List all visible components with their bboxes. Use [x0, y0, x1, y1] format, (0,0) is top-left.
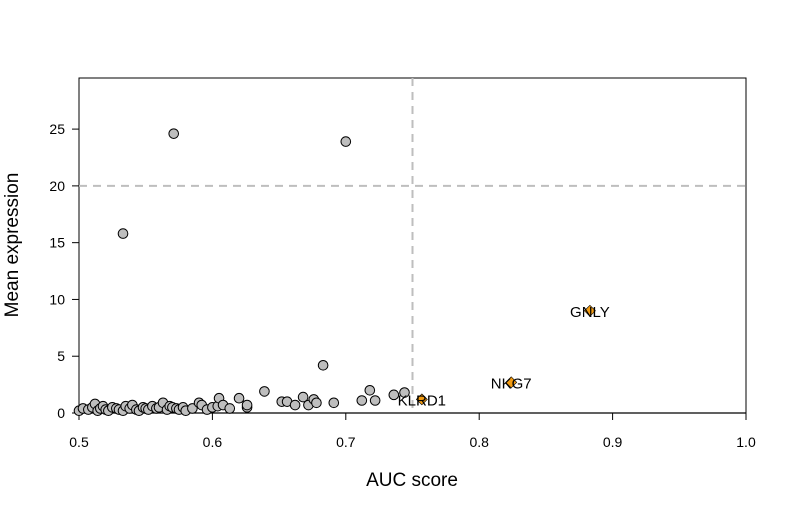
data-point [369, 395, 381, 406]
data-point [297, 391, 309, 403]
y-tick-label: 20 [49, 178, 65, 194]
x-tick-label: 0.6 [203, 434, 223, 450]
y-tick-label: 0 [57, 405, 65, 421]
highlight-point [415, 393, 428, 406]
y-tick-label: 10 [49, 291, 65, 307]
y-axis-title: Mean expression [2, 173, 23, 318]
data-point [311, 397, 322, 409]
data-point [328, 397, 340, 409]
x-tick-label: 0.9 [603, 434, 623, 450]
data-point [340, 136, 352, 147]
data-point [289, 399, 301, 411]
y-tick-label: 15 [49, 235, 65, 251]
data-point [241, 399, 253, 411]
data-point [364, 384, 376, 396]
data-point [388, 389, 400, 401]
x-tick-label: 0.8 [469, 434, 489, 450]
data-point [224, 403, 236, 414]
y-axis: 0 5 10 15 20 25 [49, 121, 79, 421]
data-point [259, 386, 270, 397]
x-axis: 0.5 0.6 0.7 0.8 0.9 1.0 [69, 412, 756, 450]
data-point [233, 392, 245, 404]
point-label: NKG7 [491, 375, 532, 392]
highlight-point [505, 376, 518, 389]
x-tick-label: 1.0 [736, 434, 756, 450]
point-label: GNLY [570, 304, 610, 321]
data-point [168, 128, 180, 139]
threshold-lines [79, 78, 746, 413]
data-point [356, 395, 368, 406]
data-point [317, 360, 329, 371]
x-tick-label: 0.5 [69, 434, 89, 450]
x-axis-title: AUC score [366, 470, 458, 491]
x-tick-label: 0.7 [336, 434, 356, 450]
y-tick-label: 25 [49, 121, 65, 137]
y-tick-label: 5 [57, 348, 65, 364]
point-labels: GNLY NKG7 KLRD1 [398, 304, 610, 410]
data-point [187, 403, 198, 414]
data-point [399, 387, 410, 398]
data-points [73, 128, 596, 417]
point-label: KLRD1 [398, 392, 446, 409]
highlight-point [583, 304, 596, 317]
data-point [117, 228, 129, 239]
